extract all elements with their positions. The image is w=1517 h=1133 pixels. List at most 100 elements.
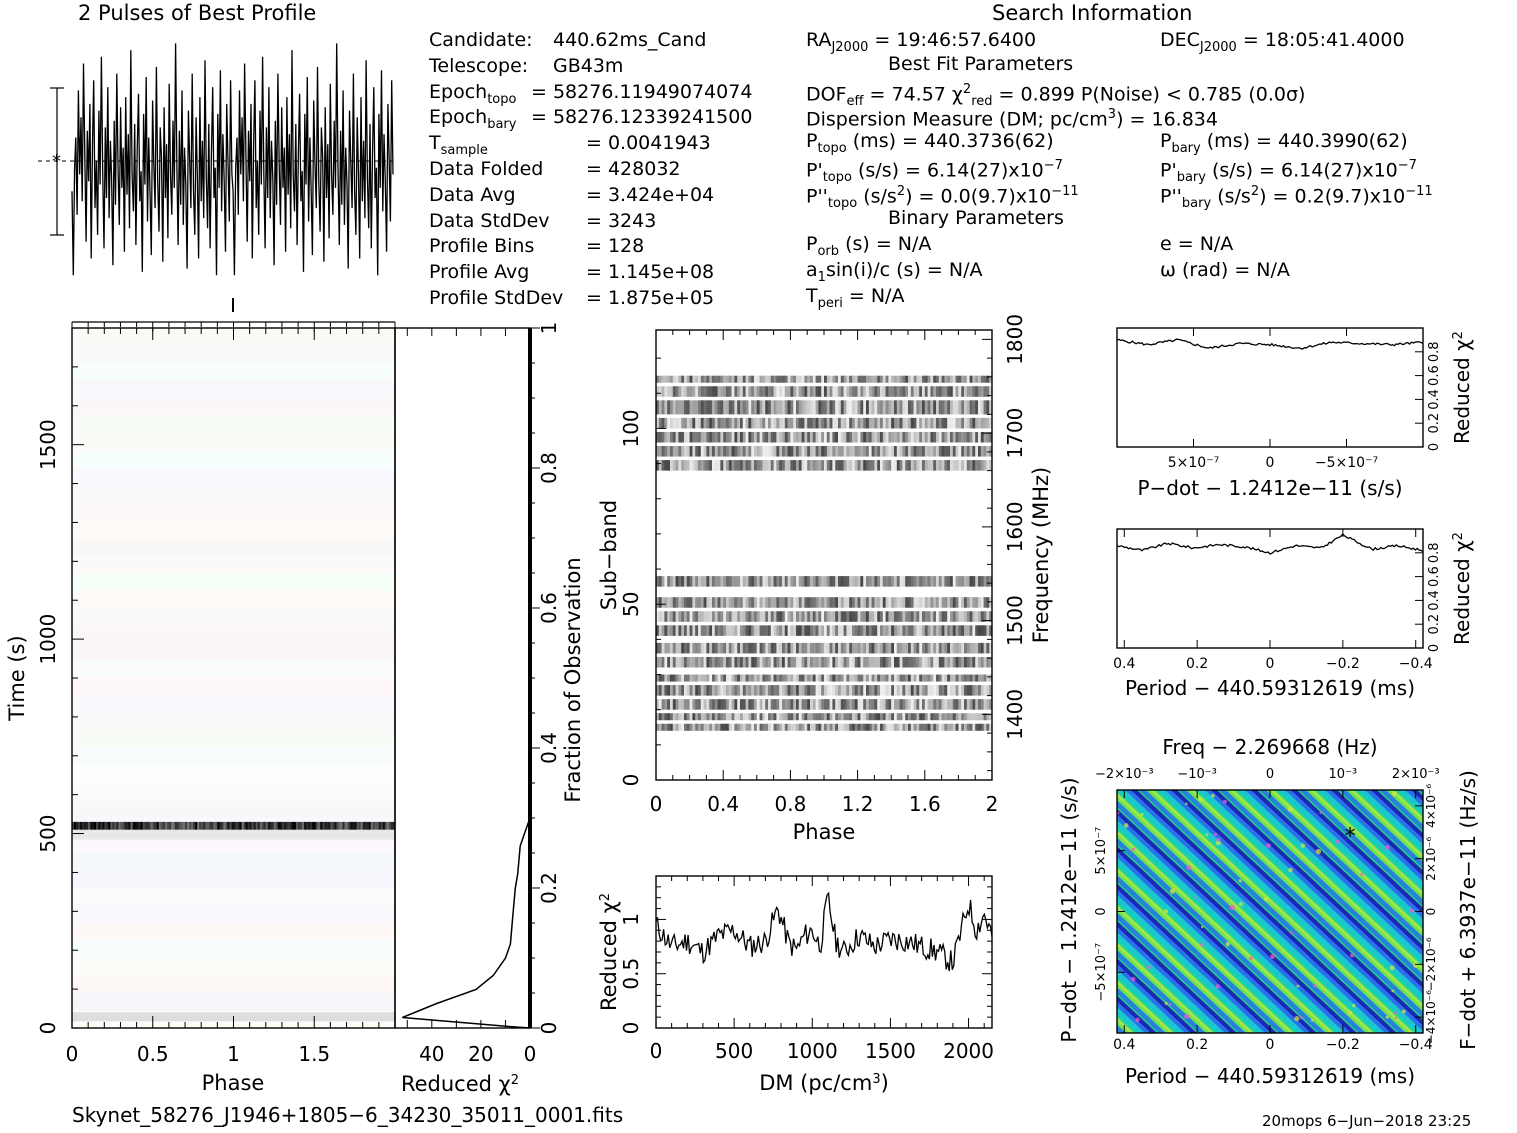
subband-cell [695, 460, 699, 471]
ppdot-speck [1300, 843, 1306, 848]
subband-cell [908, 685, 912, 696]
subband-cell [754, 642, 758, 654]
subband-cell [880, 375, 884, 383]
ppdot-stripe [1405, 790, 1423, 807]
subband-cell [958, 642, 962, 654]
subband-cell [723, 674, 727, 682]
subband-cell [717, 699, 721, 710]
subband-cell [664, 431, 668, 443]
subband-cell [936, 386, 940, 397]
subband-cell [863, 597, 867, 608]
subband-cell [692, 674, 696, 682]
ppdot-speck [1389, 965, 1395, 971]
time-phase-pulse-cell [269, 821, 273, 830]
time-phase-pulse-cell [231, 821, 234, 830]
subband-cell [807, 460, 811, 471]
subband-cell [891, 417, 895, 429]
subband-cell [804, 400, 808, 415]
subband-cell [695, 699, 699, 710]
subband-cell [664, 685, 668, 696]
subband-cell [734, 713, 738, 721]
subband-cell [681, 597, 685, 608]
subband-cell [804, 375, 808, 383]
subband-cell [961, 642, 965, 654]
subband-cell [745, 674, 749, 682]
subband-cell [824, 685, 828, 696]
subband-cell [779, 611, 783, 622]
info-value: = 428032 [586, 158, 681, 180]
subband-cell [846, 674, 850, 682]
subband-cell [745, 576, 749, 587]
subband-cell [852, 674, 856, 682]
subband-cell [969, 460, 973, 471]
subband-cell [742, 699, 746, 710]
time-phase-pulse-cell [265, 821, 269, 830]
subband-cell [712, 400, 716, 415]
time-phase-pulse-cell [320, 821, 323, 830]
subband-cell [885, 642, 889, 654]
subband-cell [770, 611, 774, 622]
subband-cell [902, 699, 906, 710]
subband-cell [784, 642, 788, 654]
time-phase-pulse-cell [310, 821, 313, 830]
info-left-row: Candidate: [429, 29, 533, 51]
subband-cell [751, 400, 755, 415]
subband-cell [877, 400, 881, 415]
time-phase-row [72, 608, 395, 626]
subband-cell [868, 674, 872, 682]
time-phase-pulse-cell [241, 821, 244, 830]
subband-cell [871, 611, 875, 622]
subband-cell [989, 597, 993, 608]
subband-cell [966, 417, 970, 429]
subband-cell [969, 713, 973, 721]
time-phase-pulse-cell [300, 821, 303, 830]
subband-cell [784, 625, 788, 636]
subband-cell [849, 625, 853, 636]
time-phase-pulse-cell [328, 821, 331, 830]
ppdot-speck [1229, 904, 1235, 910]
ppdot-stripe [1139, 790, 1406, 1033]
subband-cell [930, 674, 934, 682]
subband-cell [770, 642, 774, 654]
subband-cell [913, 699, 917, 710]
subband-cell [678, 674, 682, 682]
subband-cell [695, 642, 699, 654]
subband-cell [790, 611, 794, 622]
subband-cell [742, 460, 746, 471]
subband-cell [947, 431, 951, 443]
subband-cell [731, 723, 735, 731]
subband-cell [784, 375, 788, 383]
subband-cell [905, 642, 909, 654]
subband-cell [927, 400, 931, 415]
subband-cell [894, 642, 898, 654]
subband-cell [868, 446, 872, 457]
subband-cell [807, 431, 811, 443]
subband-cell [902, 431, 906, 443]
subband-cell [720, 699, 724, 710]
subband-cell [731, 386, 735, 397]
subband-cell [930, 685, 934, 696]
subband-cell [667, 431, 671, 443]
subband-cell [712, 386, 716, 397]
subband-cell [955, 674, 959, 682]
subband-cell [983, 460, 987, 471]
subband-cell [796, 386, 800, 397]
subband-cell [815, 723, 819, 731]
subband-cell [734, 723, 738, 731]
ppdot-stripe [1117, 998, 1154, 1033]
subband-cell [891, 674, 895, 682]
subband-cell [952, 597, 956, 608]
ppdot-stripe [1197, 790, 1423, 1002]
subband-cell [961, 386, 965, 397]
subband-cell [770, 417, 774, 429]
subband-cell [667, 417, 671, 429]
subband-cell [686, 386, 690, 397]
subband-cell [737, 713, 741, 721]
subband-cell [966, 642, 970, 654]
subband-cell [944, 685, 948, 696]
subband-cell [885, 417, 889, 429]
y-tick-label: 50 [619, 591, 643, 616]
subband-cell [930, 625, 934, 636]
subband-cell [899, 375, 903, 383]
subband-cell [950, 576, 954, 587]
